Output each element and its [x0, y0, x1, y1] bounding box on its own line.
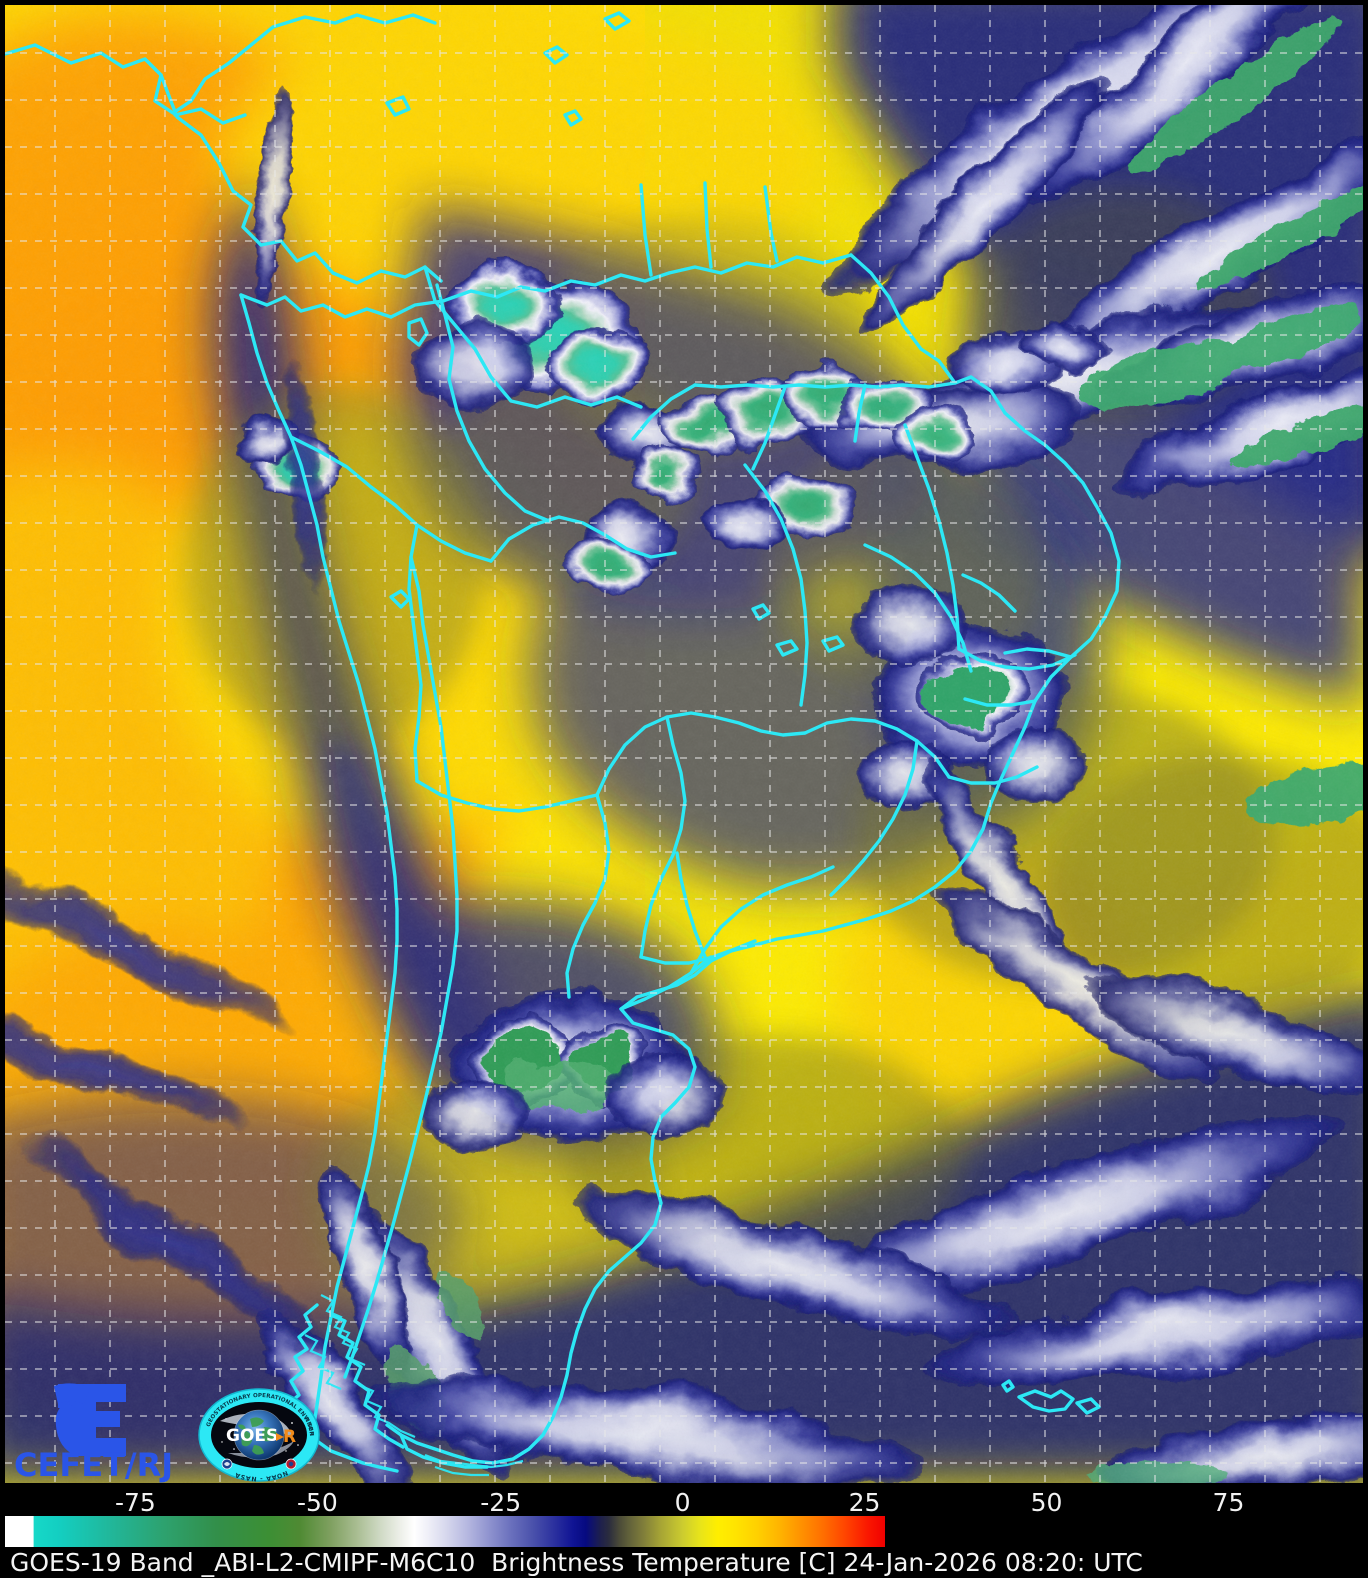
arrow-icon [276, 1433, 284, 1441]
colorbar-tick-label: 50 [1030, 1488, 1063, 1517]
colorbar-strip-wrapper [0, 1516, 1368, 1547]
map-image [5, 5, 1363, 1483]
colorbar-tick-label: 25 [848, 1488, 881, 1517]
colorbar-tick-label: 0 [674, 1488, 691, 1517]
goes-wordmark: GOES [226, 1426, 278, 1446]
map-panel: CEFET/RJ [5, 5, 1363, 1484]
colorbar-tick-label: -50 [296, 1488, 338, 1517]
goes-r-suffix: R [283, 1427, 296, 1447]
product-caption: GOES-19 Band _ABI-L2-CMIPF-M6C10 Brightn… [10, 1548, 1143, 1577]
colorbar-tick-label: -25 [480, 1488, 522, 1517]
colorbar-axis: -75 -50 -25 0 25 50 75 [0, 1489, 1368, 1516]
colorbar-tick-label: -75 [115, 1488, 156, 1517]
colorbar-gradient [5, 1516, 885, 1547]
goes-r-mission-patch: GOES R GEOSTATIONARY OPERATIONAL ENVIRON… [198, 1387, 320, 1482]
colorbar-tick-label: 75 [1212, 1488, 1245, 1517]
caption-bar: GOES-19 Band _ABI-L2-CMIPF-M6C10 Brightn… [0, 1547, 1368, 1578]
earth-continents-icon [238, 1417, 278, 1455]
satellite-imagery-svg [5, 5, 1363, 1483]
